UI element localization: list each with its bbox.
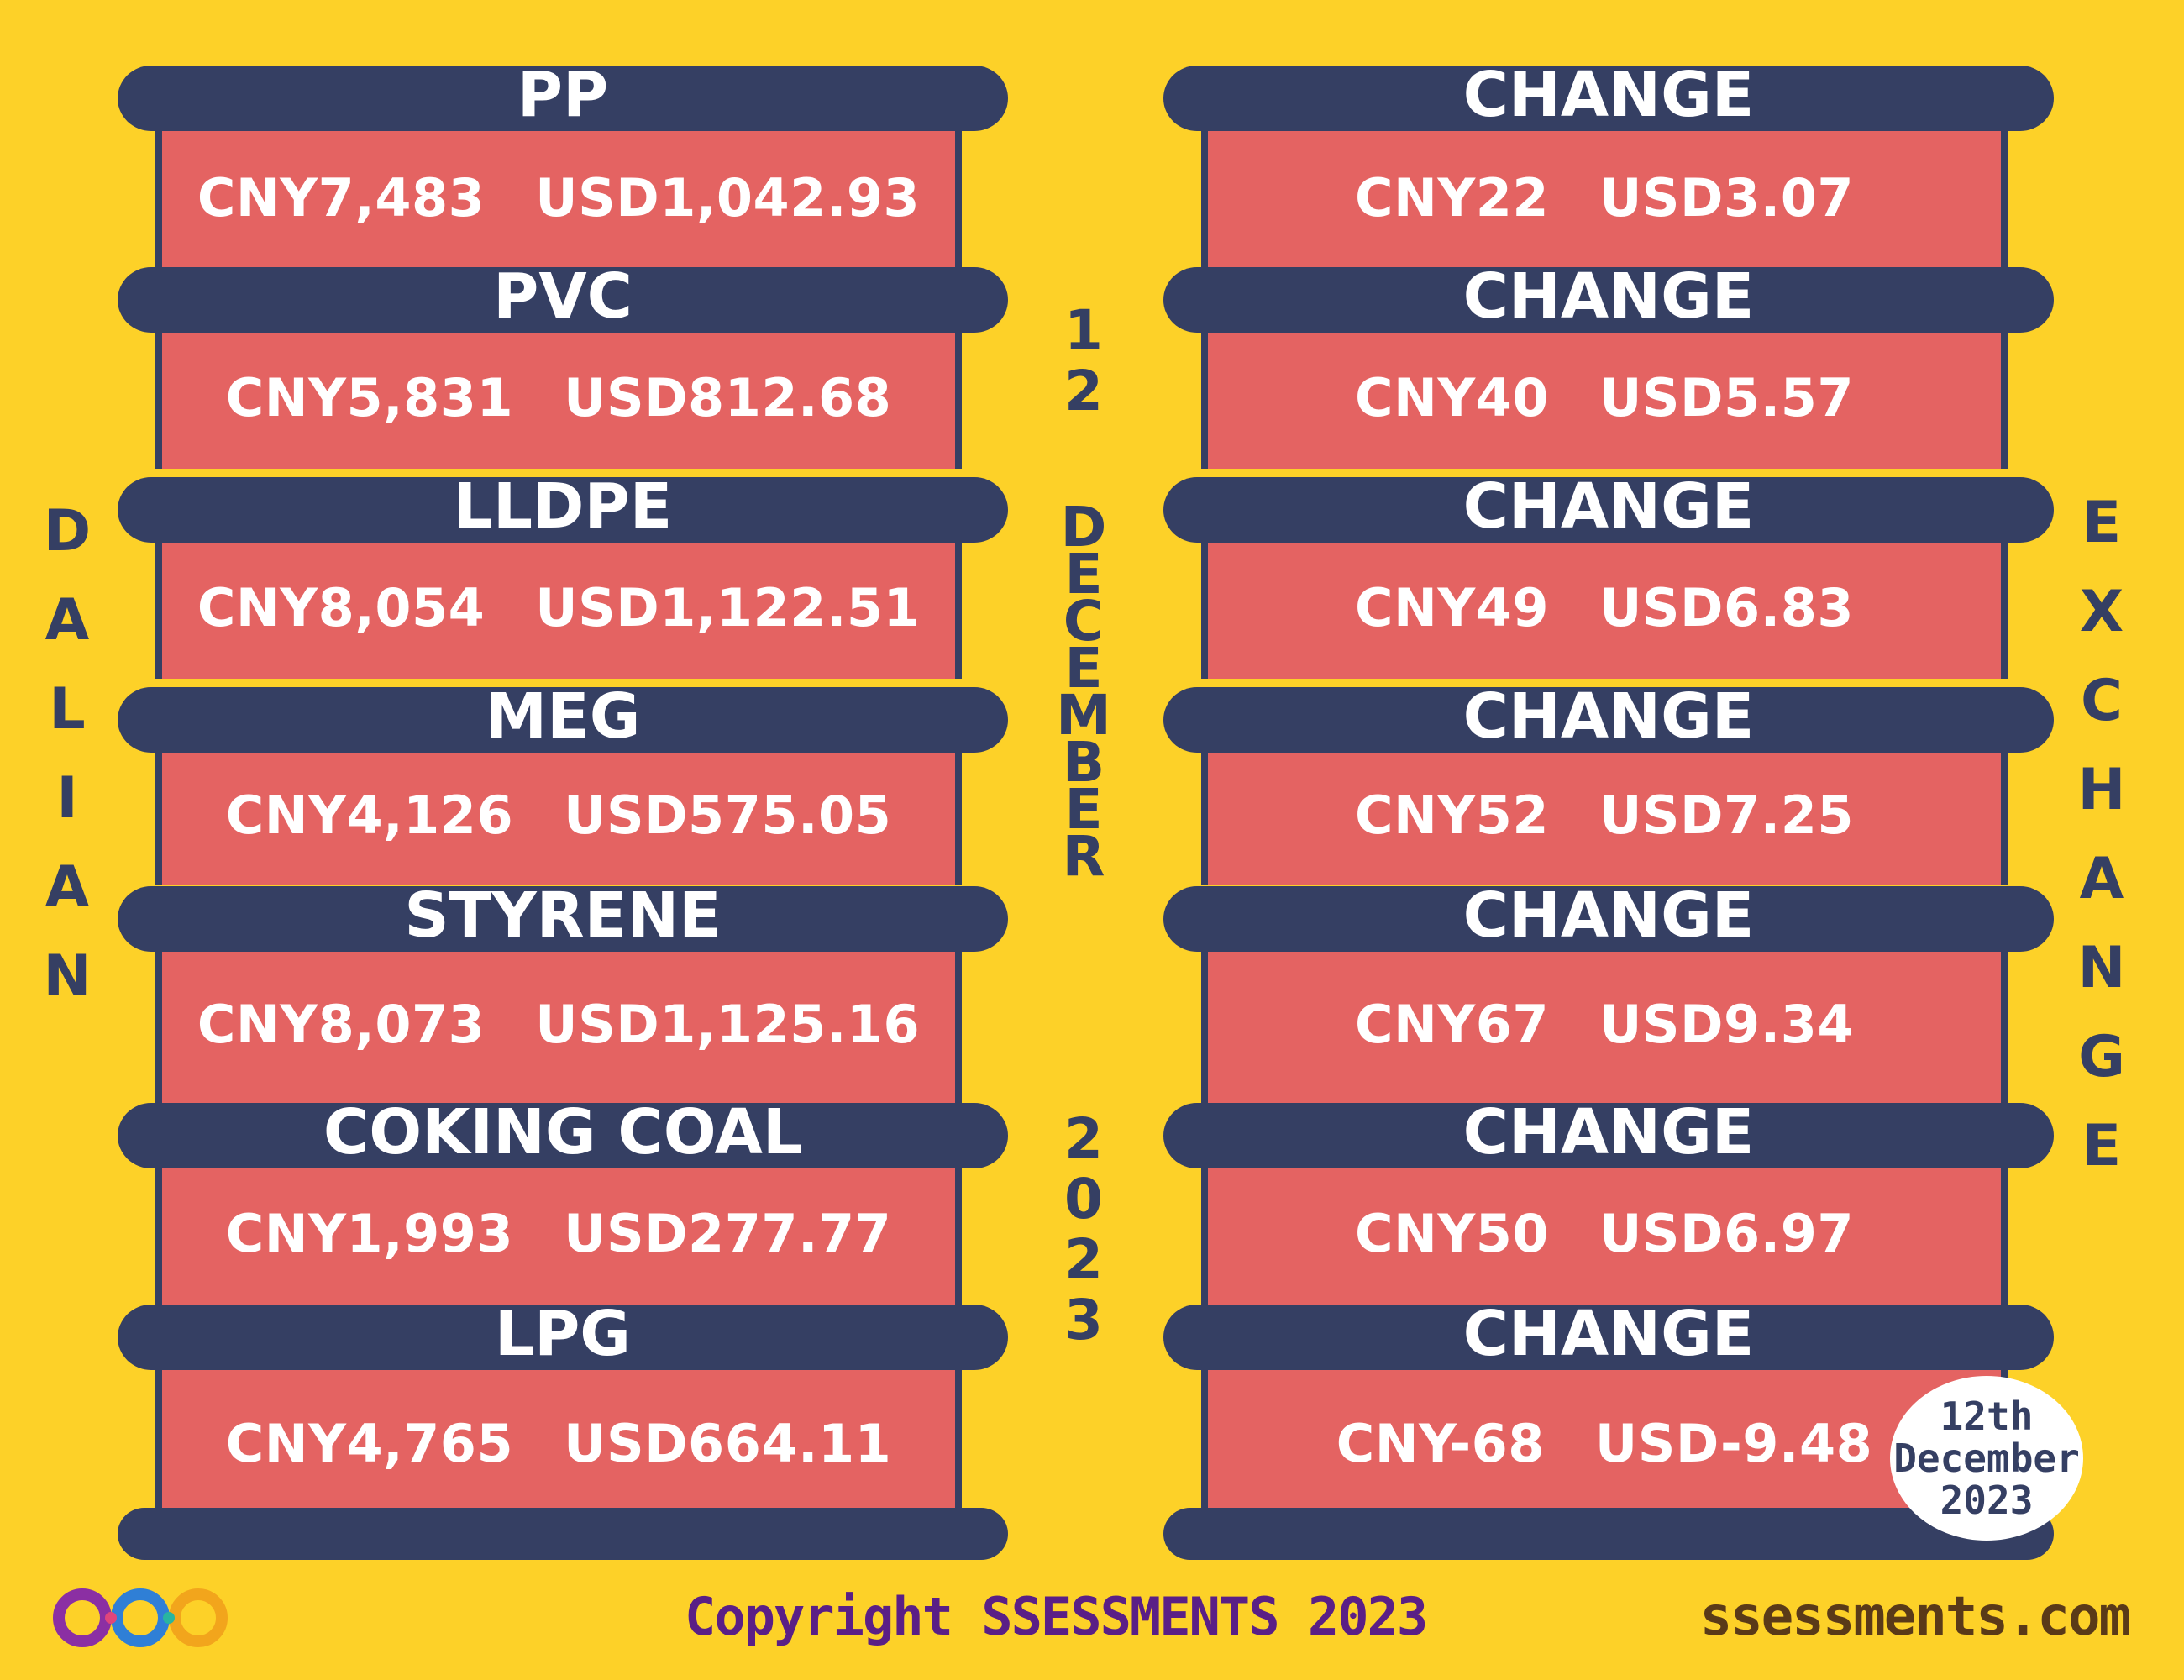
change-usd-value: USD6.97 bbox=[1599, 1202, 1854, 1264]
change-usd-value: USD-9.48 bbox=[1594, 1412, 1873, 1474]
price-value-panel: CNY7,483 USD1,042.93 bbox=[155, 126, 962, 269]
change-header-bar: CHANGE bbox=[1163, 883, 2054, 952]
change-cny-value: CNY40 bbox=[1354, 366, 1550, 428]
change-cny-value: CNY-68 bbox=[1336, 1412, 1545, 1474]
prices-column: CNY7,483 USD1,042.93 PP CNY5,831 USD812.68 PV… bbox=[118, 0, 1008, 1680]
price-value-panel: CNY4,126 USD575.05 bbox=[155, 746, 962, 885]
copyright-text: Copyright SSESSMENTS 2023 bbox=[685, 1586, 1428, 1647]
change-header-bar: CHANGE bbox=[1163, 474, 2054, 543]
price-value-panel: CNY8,073 USD1,125.16 bbox=[155, 945, 962, 1103]
change-cny-value: CNY52 bbox=[1354, 785, 1550, 846]
price-usd-value: USD575.05 bbox=[564, 785, 892, 846]
price-cny-value: CNY5,831 bbox=[225, 366, 514, 428]
price-bottom-bar bbox=[118, 1508, 1008, 1560]
badge-year: 2023 bbox=[1940, 1478, 2034, 1523]
change-header-bar: CHANGE bbox=[1163, 1100, 2054, 1168]
change-header-bar: CHANGE bbox=[1163, 62, 2054, 131]
price-usd-value: USD277.77 bbox=[564, 1202, 892, 1264]
price-cny-value: CNY1,993 bbox=[225, 1202, 514, 1264]
price-header-bar: LLDPE bbox=[118, 474, 1008, 543]
change-cny-value: CNY50 bbox=[1354, 1202, 1550, 1264]
change-header-bar: CHANGE bbox=[1163, 684, 2054, 753]
change-bottom-bar bbox=[1163, 1508, 2054, 1560]
price-cny-value: CNY8,054 bbox=[197, 576, 486, 638]
price-value-panel: CNY1,993 USD277.77 bbox=[155, 1162, 962, 1305]
change-value-panel: CNY50 USD6.97 bbox=[1201, 1162, 2008, 1305]
change-value-panel: CNY49 USD6.83 bbox=[1201, 536, 2008, 679]
change-usd-value: USD7.25 bbox=[1599, 785, 1854, 846]
price-header-bar: STYRENE bbox=[118, 883, 1008, 952]
price-value-panel: CNY4,765 USD664.11 bbox=[155, 1363, 962, 1523]
price-header-bar: LPG bbox=[118, 1301, 1008, 1370]
change-value-panel: CNY22 USD3.07 bbox=[1201, 126, 2008, 269]
price-usd-value: USD1,125.16 bbox=[535, 993, 921, 1055]
price-value-panel: CNY8,054 USD1,122.51 bbox=[155, 536, 962, 679]
price-cny-value: CNY7,483 bbox=[197, 166, 486, 228]
price-value-panel: CNY5,831 USD812.68 bbox=[155, 326, 962, 469]
badge-month: December bbox=[1893, 1436, 2080, 1481]
change-usd-value: USD3.07 bbox=[1599, 166, 1854, 228]
infinity-logo-icon bbox=[53, 1588, 228, 1647]
website-link[interactable]: ssessments.com bbox=[1699, 1586, 2131, 1648]
price-usd-value: USD664.11 bbox=[564, 1412, 892, 1474]
price-cny-value: CNY4,126 bbox=[225, 785, 514, 846]
price-header-bar: COKING COAL bbox=[118, 1100, 1008, 1168]
change-header-bar: CHANGE bbox=[1163, 264, 2054, 333]
change-cny-value: CNY22 bbox=[1354, 166, 1550, 228]
price-usd-value: USD812.68 bbox=[564, 366, 892, 428]
changes-column: CNY22 USD3.07 CHANGE CNY40 USD5.57 CHANGE CNY4… bbox=[1163, 0, 2054, 1680]
change-usd-value: USD9.34 bbox=[1599, 993, 1854, 1055]
price-cny-value: CNY4,765 bbox=[225, 1412, 514, 1474]
change-value-panel: CNY40 USD5.57 bbox=[1201, 326, 2008, 469]
price-cny-value: CNY8,073 bbox=[197, 993, 486, 1055]
change-usd-value: USD5.57 bbox=[1599, 366, 1854, 428]
price-usd-value: USD1,042.93 bbox=[535, 166, 921, 228]
price-header-bar: PVC bbox=[118, 264, 1008, 333]
change-value-panel: CNY-68 USD-9.48 bbox=[1201, 1363, 2008, 1523]
badge-day: 12th bbox=[1940, 1394, 2034, 1439]
price-header-bar: MEG bbox=[118, 684, 1008, 753]
change-usd-value: USD6.83 bbox=[1599, 576, 1854, 638]
price-usd-value: USD1,122.51 bbox=[535, 576, 921, 638]
price-header-bar: PP bbox=[118, 62, 1008, 131]
change-header-bar: CHANGE bbox=[1163, 1301, 2054, 1370]
change-value-panel: CNY67 USD9.34 bbox=[1201, 945, 2008, 1103]
change-value-panel: CNY52 USD7.25 bbox=[1201, 746, 2008, 885]
date-badge: 12th December 2023 bbox=[1890, 1376, 2083, 1541]
change-cny-value: CNY67 bbox=[1354, 993, 1550, 1055]
change-cny-value: CNY49 bbox=[1354, 576, 1550, 638]
